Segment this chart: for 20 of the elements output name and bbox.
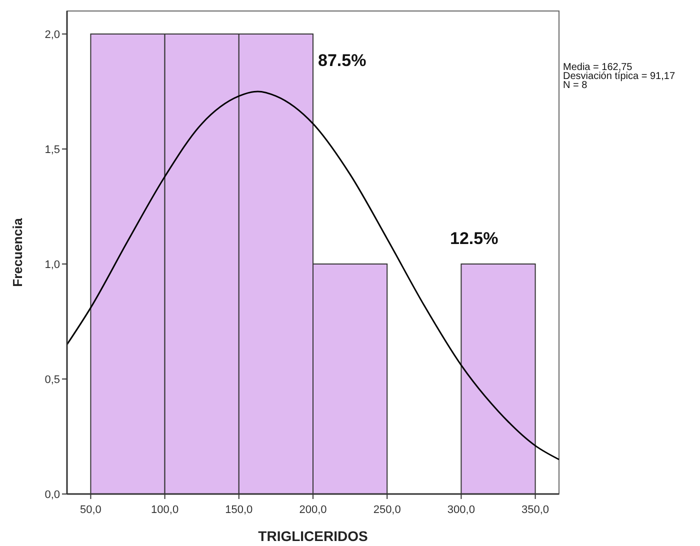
y-tick-label: 1,0	[44, 259, 60, 271]
text: N = 8	[563, 80, 588, 91]
text: Desviación típica = 91,17	[563, 71, 676, 82]
x-tick-label: 250,0	[373, 504, 401, 516]
y-tick-label: 0,5	[44, 374, 60, 386]
x-tick-label: 50,0	[80, 504, 102, 516]
annotation: 87.5%	[318, 51, 366, 70]
y-tick-label: 1,5	[44, 144, 60, 156]
x-tick-label: 150,0	[225, 504, 253, 516]
y-tick-label: 2,0	[44, 29, 60, 41]
x-tick-label: 100,0	[151, 504, 179, 516]
annotation: 12.5%	[450, 229, 498, 248]
x-tick-label: 300,0	[447, 504, 475, 516]
y-tick-label: 0,0	[44, 489, 60, 501]
y-axis-title: Frecuencia	[10, 217, 25, 287]
line-series	[66, 90, 560, 460]
x-tick-label: 350,0	[522, 504, 550, 516]
x-tick-label: 200,0	[299, 504, 327, 516]
x-axis-title: TRIGLICERIDOS	[258, 528, 368, 544]
text: Media = 162,75	[563, 62, 633, 73]
